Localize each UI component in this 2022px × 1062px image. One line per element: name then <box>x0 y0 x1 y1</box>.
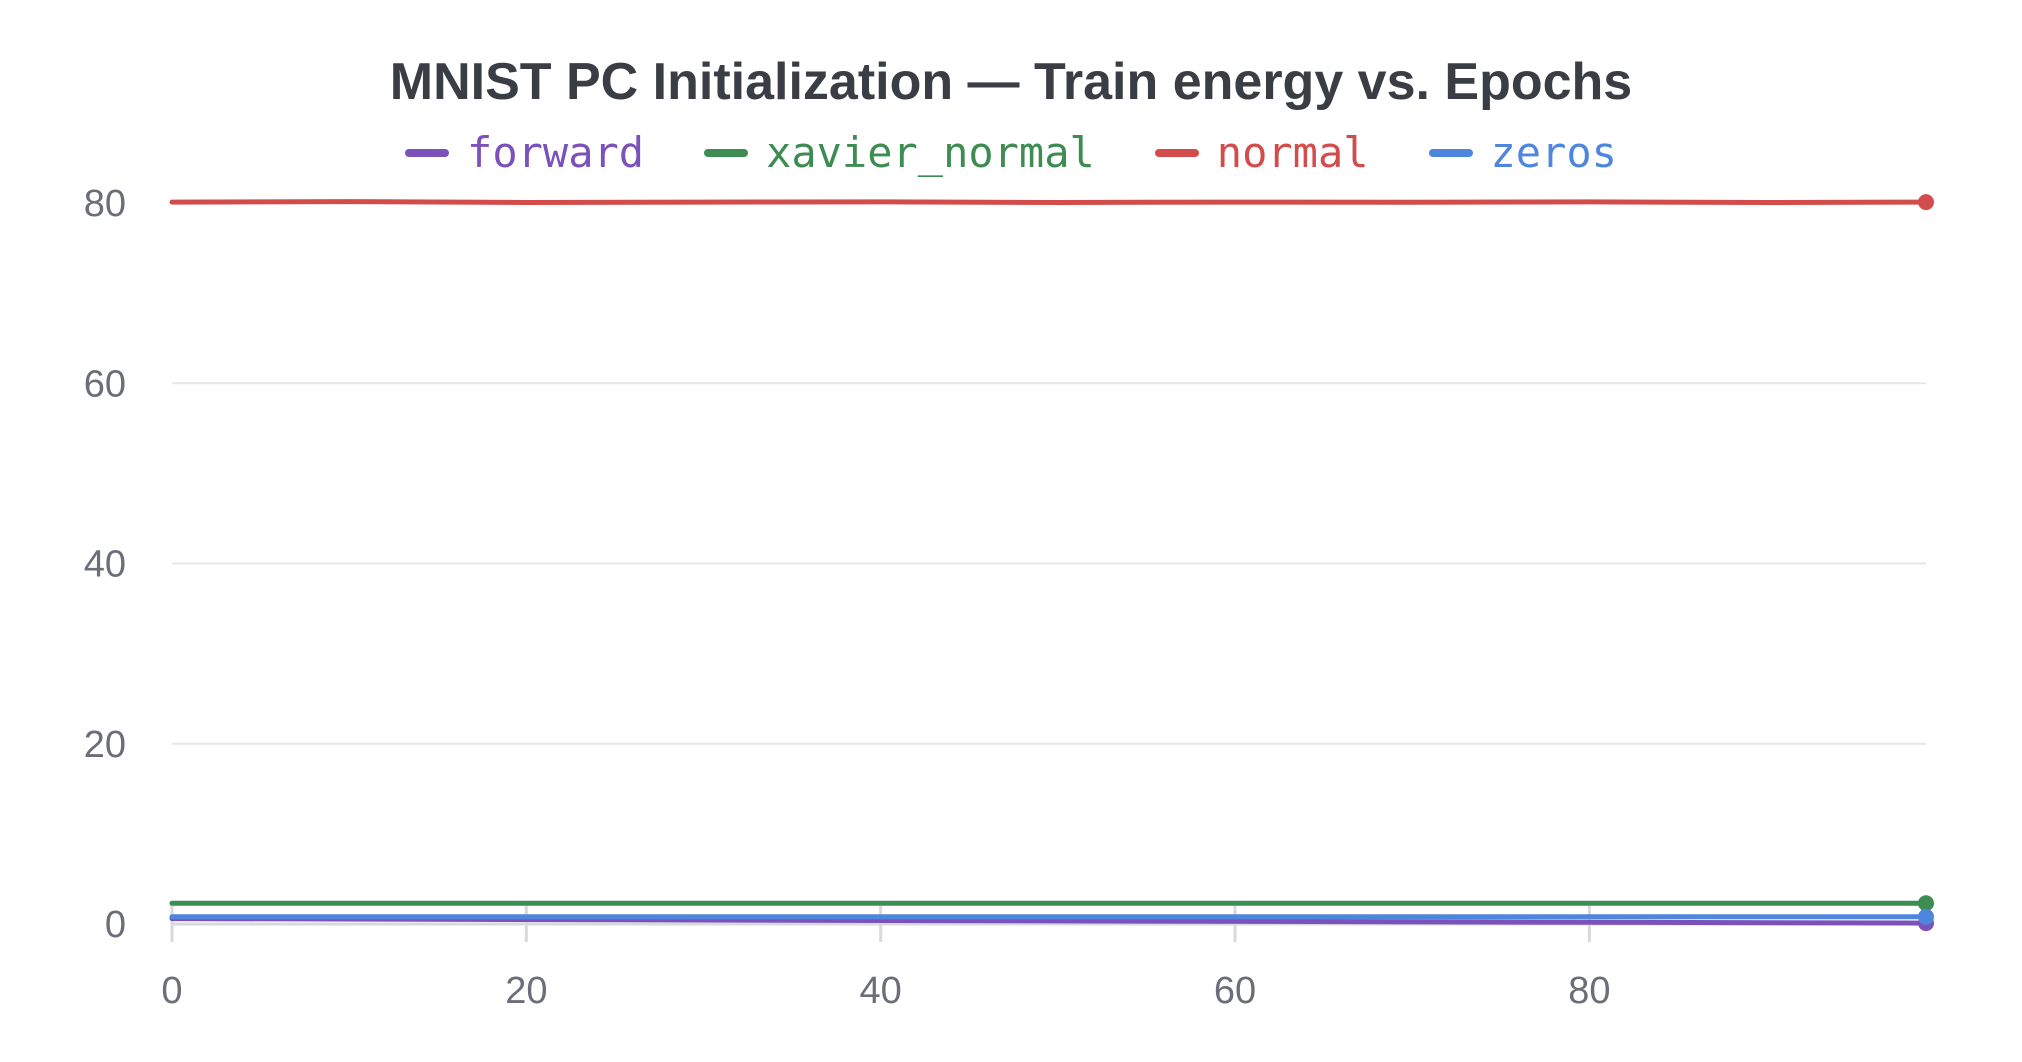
legend-label: xavier_normal <box>766 128 1095 177</box>
legend-item-forward[interactable]: forward <box>405 128 644 177</box>
legend-swatch <box>405 148 450 157</box>
legend-label: forward <box>467 128 645 177</box>
x-tick-label: 80 <box>1568 970 1610 1012</box>
chart-legend: forward xavier_normal normal zeros <box>0 128 2022 177</box>
legend-item-xavier_normal[interactable]: xavier_normal <box>704 128 1095 177</box>
legend-label: zeros <box>1490 128 1617 177</box>
y-tick-label: 0 <box>105 904 126 946</box>
chart-title: MNIST PC Initialization — Train energy v… <box>389 53 1633 111</box>
y-tick-label: 40 <box>84 544 126 586</box>
series-end-marker-xavier_normal[interactable] <box>1918 895 1934 912</box>
grid-lines <box>172 202 1926 745</box>
y-tick-label: 60 <box>84 363 126 405</box>
legend-swatch <box>704 148 749 157</box>
x-axis-tick-labels: 0 20 40 60 80 <box>161 970 1610 1012</box>
legend-item-normal[interactable]: normal <box>1154 128 1369 177</box>
legend-swatch <box>1154 148 1199 157</box>
series-lines <box>169 194 1934 932</box>
series-end-marker-normal[interactable] <box>1918 194 1934 211</box>
series-line-forward[interactable] <box>169 916 1929 926</box>
legend-item-zeros[interactable]: zeros <box>1428 128 1617 177</box>
x-tick-label: 0 <box>161 970 182 1012</box>
legend-swatch <box>1428 148 1473 157</box>
y-axis-tick-labels: 0 20 40 60 80 <box>84 183 126 946</box>
series-line-normal[interactable] <box>169 199 1929 205</box>
y-tick-label: 80 <box>84 183 126 225</box>
series-end-marker-zeros[interactable] <box>1918 908 1934 925</box>
legend-label: normal <box>1216 128 1369 177</box>
x-tick-label: 40 <box>860 970 902 1012</box>
x-tick-label: 60 <box>1214 970 1256 1012</box>
x-tick-label: 20 <box>505 970 547 1012</box>
y-tick-label: 20 <box>84 724 126 766</box>
